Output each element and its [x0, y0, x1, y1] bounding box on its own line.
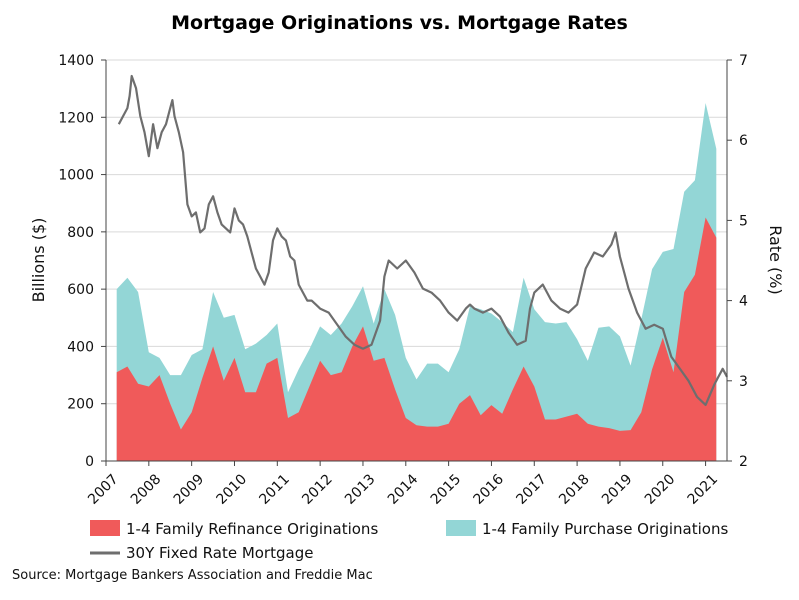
legend-label-rate: 30Y Fixed Rate Mortgage	[126, 544, 313, 562]
y-left-tick-label: 200	[67, 397, 94, 413]
x-tick-label: 2019	[599, 471, 636, 508]
x-tick-label: 2014	[385, 471, 422, 508]
chart-title: Mortgage Originations vs. Mortgage Rates	[171, 12, 628, 34]
y-axis-left-title: Billions ($)	[29, 218, 48, 303]
x-tick-label: 2017	[513, 471, 550, 508]
refinance-area	[116, 217, 717, 461]
x-tick-label: 2016	[471, 471, 508, 508]
y-axis-right-title: Rate (%)	[766, 225, 785, 294]
y-left-tick-label: 1000	[58, 168, 94, 184]
legend-swatch-purchase	[446, 520, 476, 536]
y-right-tick-label: 4	[739, 294, 748, 310]
y-left-tick-label: 1200	[58, 110, 94, 126]
y-right-tick-label: 5	[739, 213, 748, 229]
line-series	[117, 74, 728, 406]
y-left-tick-label: 0	[85, 454, 94, 470]
x-tick-label: 2015	[428, 471, 465, 508]
x-tick-label: 2018	[556, 471, 593, 508]
x-tick-label: 2009	[171, 471, 208, 508]
y-left-tick-label: 400	[67, 339, 94, 355]
y-left-tick-label: 800	[67, 225, 94, 241]
y-right-tick-label: 3	[739, 374, 748, 390]
y-right-tick-label: 2	[739, 454, 748, 470]
y-right-tick-label: 7	[739, 53, 748, 69]
x-tick-label: 2012	[299, 471, 336, 508]
x-tick-label: 2021	[685, 471, 722, 508]
axes	[101, 59, 732, 466]
x-tick-label: 2008	[128, 471, 165, 508]
legend: 1-4 Family Refinance Originations 1-4 Fa…	[90, 520, 728, 562]
x-tick-label: 2020	[642, 471, 679, 508]
y-left-tick-label: 600	[67, 282, 94, 298]
y-left-tick-label: 1400	[58, 53, 94, 69]
legend-label-refinance: 1-4 Family Refinance Originations	[126, 520, 378, 538]
x-tick-label: 2011	[256, 471, 293, 508]
area-series	[116, 103, 717, 461]
y-right-tick-label: 6	[739, 133, 748, 149]
legend-label-purchase: 1-4 Family Purchase Originations	[482, 520, 728, 538]
rate-line	[117, 74, 728, 406]
x-tick-label: 2007	[85, 471, 122, 508]
x-tick-label: 2013	[342, 471, 379, 508]
legend-swatch-refinance	[90, 520, 120, 536]
x-tick-label: 2010	[214, 471, 251, 508]
source-note: Source: Mortgage Bankers Association and…	[12, 568, 373, 583]
